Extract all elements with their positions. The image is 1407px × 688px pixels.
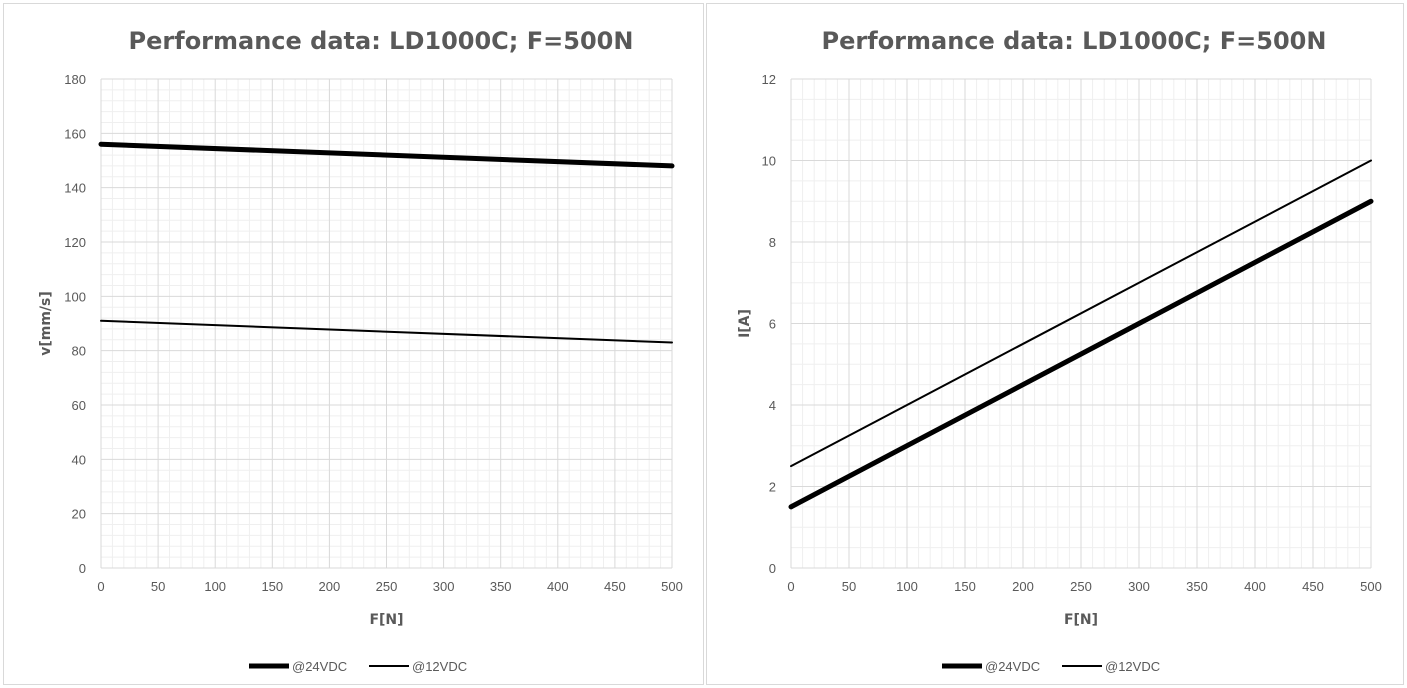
x-tick-label: 200 [1012,579,1034,594]
chart-title: Performance data: LD1000C; F=500N [822,27,1327,55]
y-tick-label: 140 [64,181,86,196]
y-tick-label: 80 [72,344,86,359]
y-tick-label: 180 [64,72,86,87]
x-tick-label: 500 [1360,579,1382,594]
series-line-24vdc [788,198,1374,510]
x-axis-title: F[N] [369,612,403,628]
x-tick-label: 50 [842,579,856,594]
x-tick-label: 150 [261,579,283,594]
legend: @24VDC @12VDC [942,659,1160,674]
y-axis-title: v[mm/s] [38,291,54,356]
y-tick-label: 160 [64,126,86,141]
series-line-24vdc [98,141,675,169]
y-tick-label: 60 [72,398,86,413]
x-tick-label: 350 [490,579,512,594]
y-tick-label: 8 [769,235,776,250]
y-tick-label: 120 [64,235,86,250]
y-tick-label: 4 [769,398,776,413]
y-tick-label: 0 [79,561,86,576]
x-tick-label: 450 [1302,579,1324,594]
legend: @24VDC @12VDC [249,659,467,674]
y-tick-label: 0 [769,561,776,576]
y-tick-label: 10 [762,154,776,169]
current-chart: 0 50 100 150 200 250 300 350 400 450 500 0 2 4 6 8 10 12 P… [737,27,1382,674]
x-tick-label: 250 [376,579,398,594]
x-tick-label: 0 [787,579,794,594]
y-tick-label: 40 [72,452,86,467]
series-line-12vdc [100,319,673,344]
speed-chart-panel: 0 50 100 150 200 250 300 350 400 450 500 0 20 40 60 80 1… [3,3,704,685]
x-tick-label: 150 [954,579,976,594]
x-tick-label: 350 [1186,579,1208,594]
legend-label: @24VDC [292,659,347,674]
y-tick-label: 6 [769,317,776,332]
x-tick-label: 400 [1244,579,1266,594]
x-tick-label: 300 [433,579,455,594]
y-tick-label: 2 [769,480,776,495]
x-tick-label: 300 [1128,579,1150,594]
x-tick-label: 200 [319,579,341,594]
x-tick-label: 500 [661,579,683,594]
y-tick-label: 100 [64,289,86,304]
y-axis-title: I[A] [737,309,753,338]
x-tick-label: 250 [1070,579,1092,594]
legend-label: @12VDC [412,659,467,674]
legend-label: @24VDC [985,659,1040,674]
x-tick-label: 100 [204,579,226,594]
x-tick-label: 400 [547,579,569,594]
x-tick-label: 50 [151,579,165,594]
legend-label: @12VDC [1105,659,1160,674]
major-gridlines [790,78,1372,569]
y-tick-label: 20 [72,507,86,522]
x-tick-label: 450 [604,579,626,594]
x-axis-title: F[N] [1064,612,1098,628]
chart-title: Performance data: LD1000C; F=500N [129,27,634,55]
x-tick-label: 0 [97,579,104,594]
speed-chart: 0 50 100 150 200 250 300 350 400 450 500 0 20 40 60 80 1… [38,27,683,674]
current-chart-panel: 0 50 100 150 200 250 300 350 400 450 500 0 2 4 6 8 10 12 P… [706,3,1404,685]
series-line-12vdc [790,159,1372,468]
x-tick-label: 100 [896,579,918,594]
y-tick-label: 12 [762,72,776,87]
